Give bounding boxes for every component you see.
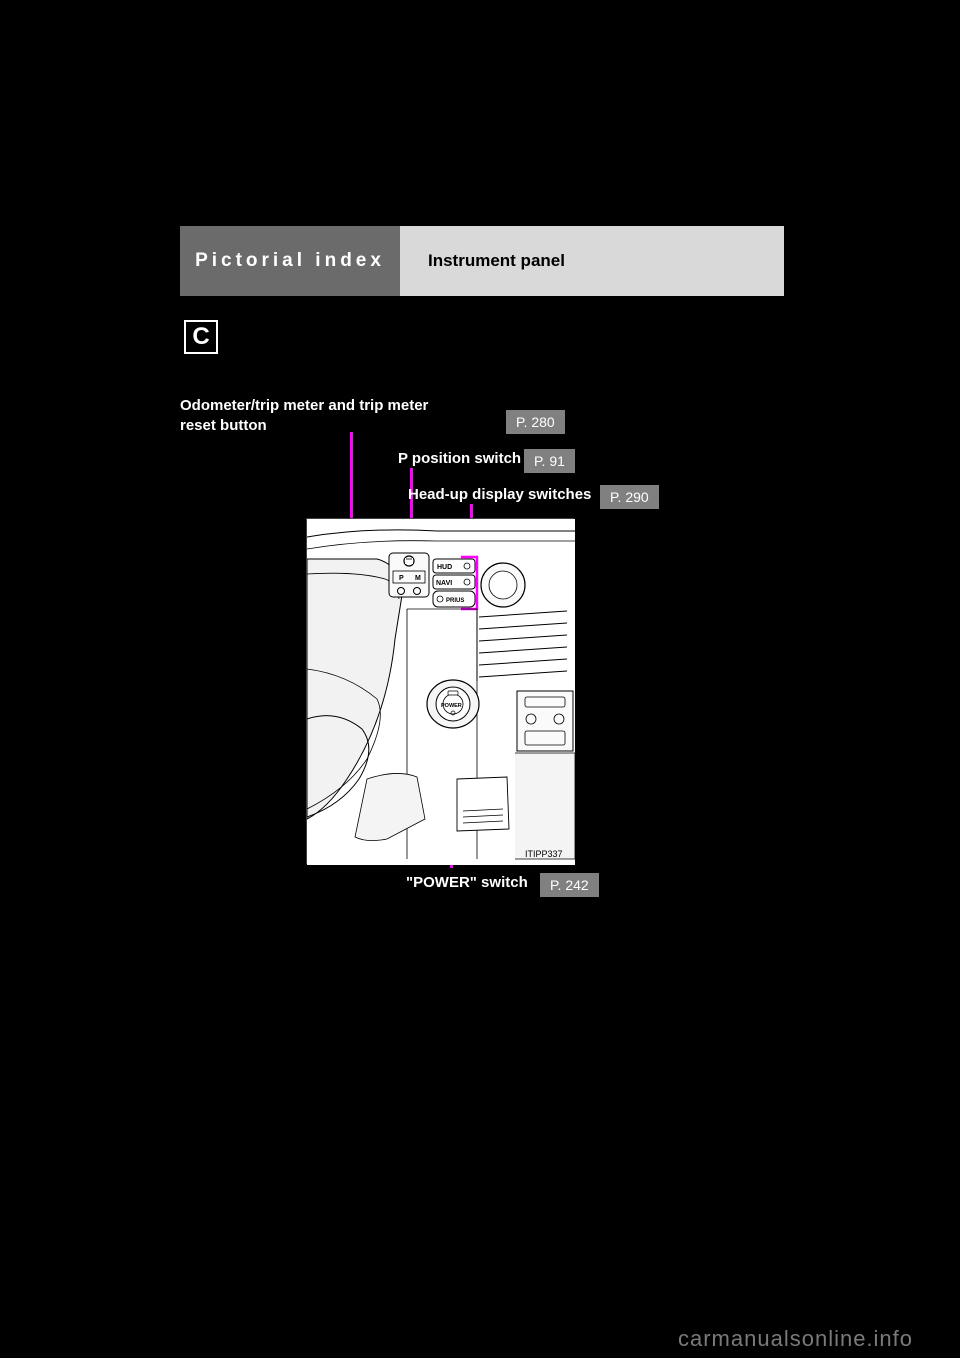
diagram-hud-label: HUD (437, 564, 452, 571)
callout-power-pref[interactable]: P. 242 (540, 873, 599, 897)
callout-hud-label: Head-up display switches (408, 486, 591, 503)
callout-odo-label: Odometer/trip meter and trip meterreset … (180, 396, 500, 435)
callout-pposition-label: P position switch (398, 450, 521, 467)
section-letter: C (192, 323, 209, 351)
hud-button-stack: HUD NAVI PRIUS (433, 559, 475, 607)
callout-hud-pref[interactable]: P. 290 (600, 485, 659, 509)
diagram-power-switch: POWER (427, 680, 479, 728)
header-strip: Pictorial index Instrument panel (180, 226, 784, 296)
section-letter-box: C (184, 320, 218, 354)
diagram-p-label: P (399, 575, 404, 582)
callout-pposition-pref[interactable]: P. 91 (524, 449, 575, 473)
callout-power-label: "POWER" switch (406, 874, 528, 891)
diagram-m-label: M (415, 575, 421, 582)
instrument-diagram: P M HUD NAVI PRIUS (306, 518, 574, 864)
watermark-text: carmanualsonline.info (678, 1326, 913, 1352)
header-right: Instrument panel (400, 226, 784, 296)
diagram-power-label: POWER (441, 703, 462, 709)
diagram-svg: P M HUD NAVI PRIUS (307, 519, 575, 865)
callout-odo-pref[interactable]: P. 280 (506, 410, 565, 434)
diagram-prius-label: PRIUS (446, 598, 464, 604)
diagram-caption: ITIPP337 (525, 849, 563, 859)
header-left: Pictorial index (180, 226, 400, 296)
diagram-navi-label: NAVI (436, 580, 452, 587)
